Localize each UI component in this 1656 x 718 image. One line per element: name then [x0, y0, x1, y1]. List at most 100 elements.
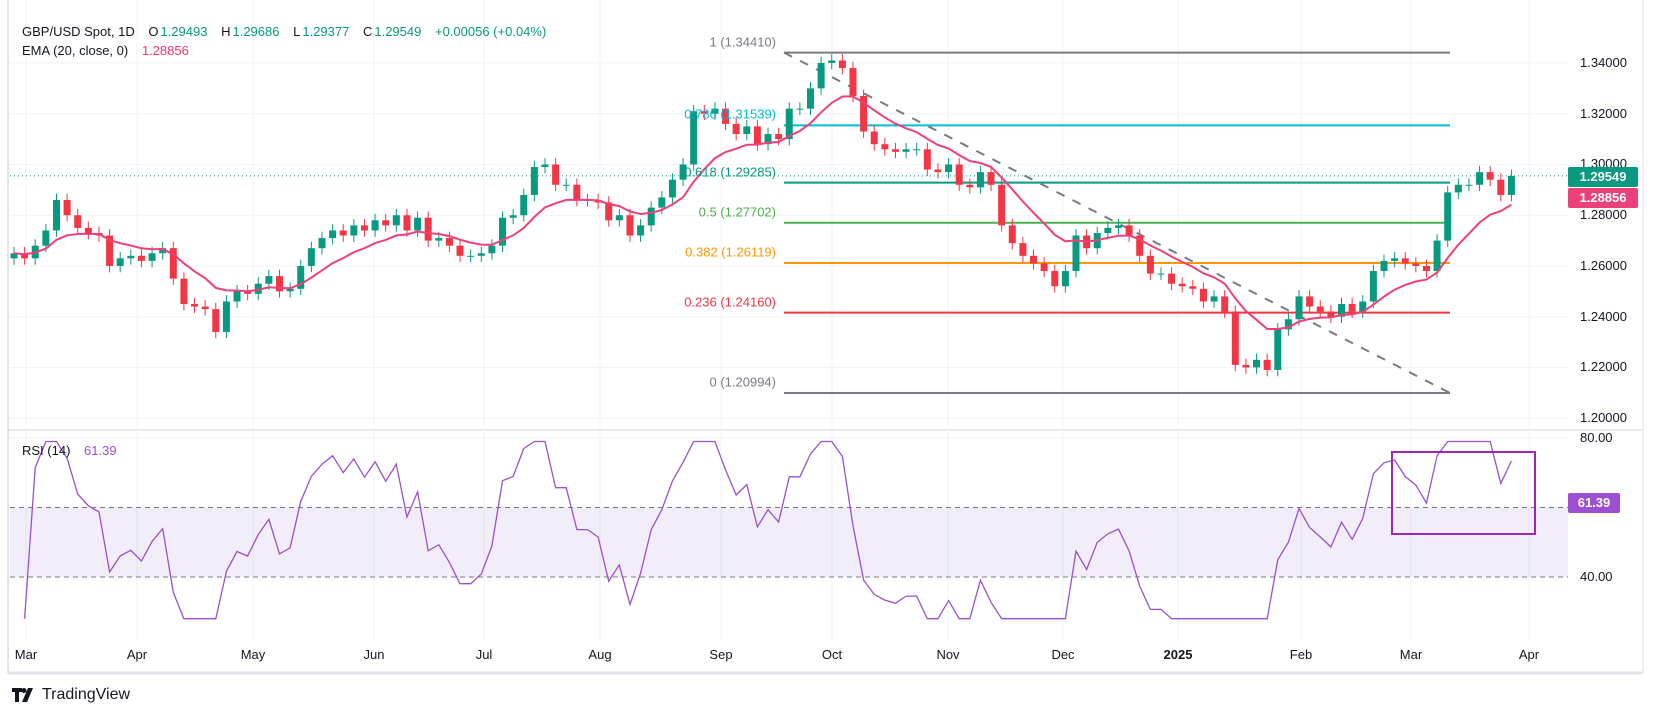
candle-body — [1369, 271, 1377, 302]
candle-body — [1274, 329, 1282, 370]
candle-body — [1263, 359, 1271, 370]
candle-body — [1348, 304, 1356, 312]
candle-body — [10, 253, 18, 259]
x-tick-label: Dec — [1051, 647, 1075, 662]
y-tick-label: 1.22000 — [1580, 359, 1627, 375]
y-tick-label: 1.34000 — [1580, 55, 1627, 70]
candle-body — [520, 194, 528, 216]
fib-label-1: 1 (1.34410) — [709, 34, 777, 50]
candle-body — [1359, 301, 1367, 312]
candle-body — [796, 108, 804, 110]
candle-body — [329, 230, 337, 239]
candle-body — [424, 217, 432, 241]
candle-body — [870, 131, 878, 145]
candle-body — [722, 108, 730, 124]
x-tick-label: Oct — [821, 647, 843, 662]
candle-body — [244, 291, 252, 294]
candle-body — [21, 253, 29, 259]
candle-body — [1338, 304, 1345, 317]
candle-body — [637, 225, 645, 236]
candle-body — [976, 172, 984, 188]
candle-body — [1380, 260, 1388, 272]
y-tick-label: 1.32000 — [1580, 105, 1627, 121]
candle-body — [339, 230, 347, 236]
candle-body — [1104, 227, 1112, 233]
x-tick-label: May — [240, 647, 266, 662]
candle-body — [732, 123, 740, 135]
candle-body — [1019, 243, 1027, 256]
candle-body — [828, 60, 836, 63]
x-tick-label: Mar — [14, 647, 38, 662]
candle-body — [233, 291, 241, 302]
high-value: 1.29686 — [232, 24, 280, 39]
candle-body — [148, 253, 156, 261]
candle-body — [1454, 184, 1462, 193]
low-label: L — [293, 24, 301, 39]
candle-body — [1327, 311, 1335, 317]
candle-body — [74, 215, 82, 228]
rsi-value-badge: 61.39 — [1568, 493, 1620, 513]
brand-name: TradingView — [42, 686, 131, 703]
x-tick-label: Jun — [363, 647, 385, 662]
candle-body — [807, 88, 814, 109]
candle-body — [860, 95, 868, 132]
candle-body — [987, 172, 995, 185]
x-tick-label: Aug — [588, 647, 612, 662]
rsi-legend[interactable]: RSI (14) 61.39 — [22, 443, 119, 458]
candle-body — [127, 255, 135, 259]
last-price-badge: 1.29549 — [1568, 167, 1638, 187]
candle-body — [1008, 225, 1016, 244]
candle-body — [403, 215, 411, 231]
rsi-highlight-box — [1391, 451, 1536, 535]
open-value: 1.29493 — [160, 24, 208, 39]
candle-body — [605, 202, 613, 221]
rsi-line — [23, 440, 1512, 620]
x-tick-label: Feb — [1289, 647, 1313, 662]
tradingview-logo[interactable]: TradingView — [12, 686, 130, 704]
candle-body — [1125, 225, 1133, 236]
candle-body — [191, 304, 199, 307]
candle-body — [1284, 319, 1292, 330]
candle-body — [626, 215, 634, 236]
candle-body — [201, 306, 209, 310]
candle-body — [1476, 172, 1484, 185]
candle-body — [530, 167, 538, 195]
candle-body — [955, 164, 963, 185]
candle-body — [573, 184, 581, 200]
candle-body — [414, 217, 422, 231]
candle-body — [562, 184, 570, 186]
candle-body — [881, 144, 889, 150]
tradingview-logo-icon — [12, 688, 33, 702]
x-tick-label: Jul — [475, 647, 493, 662]
candle-body — [668, 179, 676, 198]
y-tick-label: 1.20000 — [1580, 410, 1627, 426]
candle-body — [477, 253, 485, 256]
y-tick-label: 1.28000 — [1580, 207, 1627, 223]
candle-body — [180, 278, 188, 305]
fib-label-0.618: 0.618 (1.29285) — [684, 164, 776, 180]
fib-label-0.786: 0.786 (1.31539) — [684, 106, 776, 122]
candle-body — [966, 184, 974, 188]
candle-body — [658, 197, 666, 208]
candle-body — [435, 238, 443, 241]
ema-legend[interactable]: EMA (20, close, 0) 1.28856 — [22, 43, 191, 58]
candle-body — [913, 149, 921, 151]
change-value: +0.00056 (+0.04%) — [434, 24, 547, 39]
candle-body — [318, 238, 326, 249]
symbol-label[interactable]: GBP/USD Spot, 1D — [22, 24, 135, 39]
candle-body — [382, 220, 390, 226]
candle-body — [1253, 359, 1261, 368]
candle-body — [679, 164, 687, 180]
candle-body — [1486, 172, 1494, 180]
candle-body — [1189, 286, 1197, 289]
candle-body — [488, 245, 496, 254]
candle-body — [1040, 263, 1048, 272]
candle-body — [1168, 273, 1176, 284]
y-tick-label: 1.26000 — [1580, 257, 1627, 273]
candle-body — [297, 265, 305, 289]
candle-body — [838, 60, 846, 69]
candle-body — [1306, 296, 1314, 307]
candle-body — [1072, 235, 1080, 272]
